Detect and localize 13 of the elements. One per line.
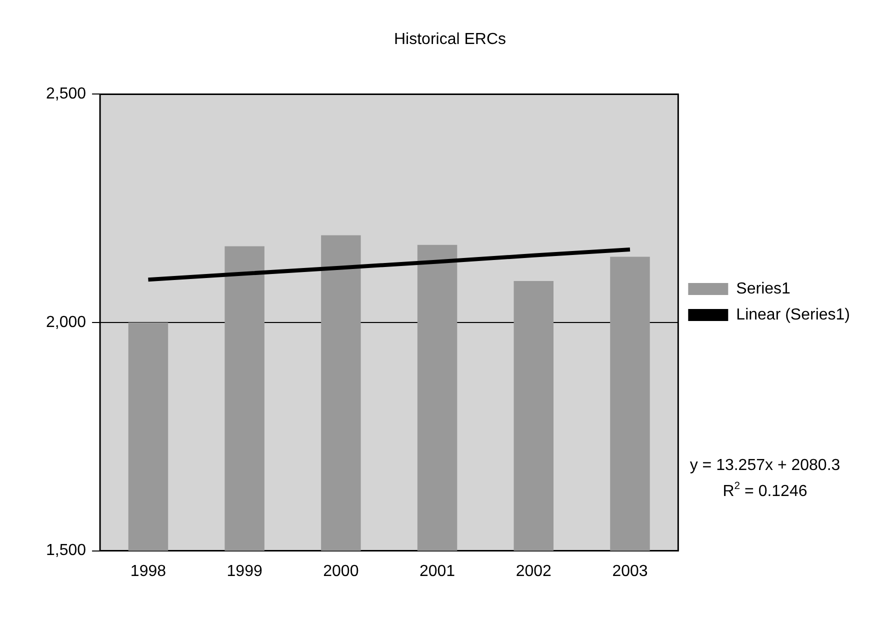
x-tick-label: 2002	[516, 562, 552, 580]
x-tick-label: 2001	[419, 562, 456, 580]
x-tick-label: 2000	[323, 562, 359, 580]
chart-title: Historical ERCs	[394, 31, 506, 48]
x-tick-label: 1999	[226, 562, 262, 580]
x-tick-label: 1998	[130, 562, 166, 580]
y-tick-label: 2,500	[46, 86, 86, 103]
y-tick-label: 2,000	[46, 314, 86, 331]
y-tick-label: 1,500	[46, 542, 86, 560]
legend-label: Series1	[736, 280, 791, 298]
text: y = 13.257x + 2080.3	[690, 457, 840, 474]
x-tick-label: 2003	[612, 562, 648, 580]
legend-label: Linear (Series1)	[736, 306, 850, 324]
